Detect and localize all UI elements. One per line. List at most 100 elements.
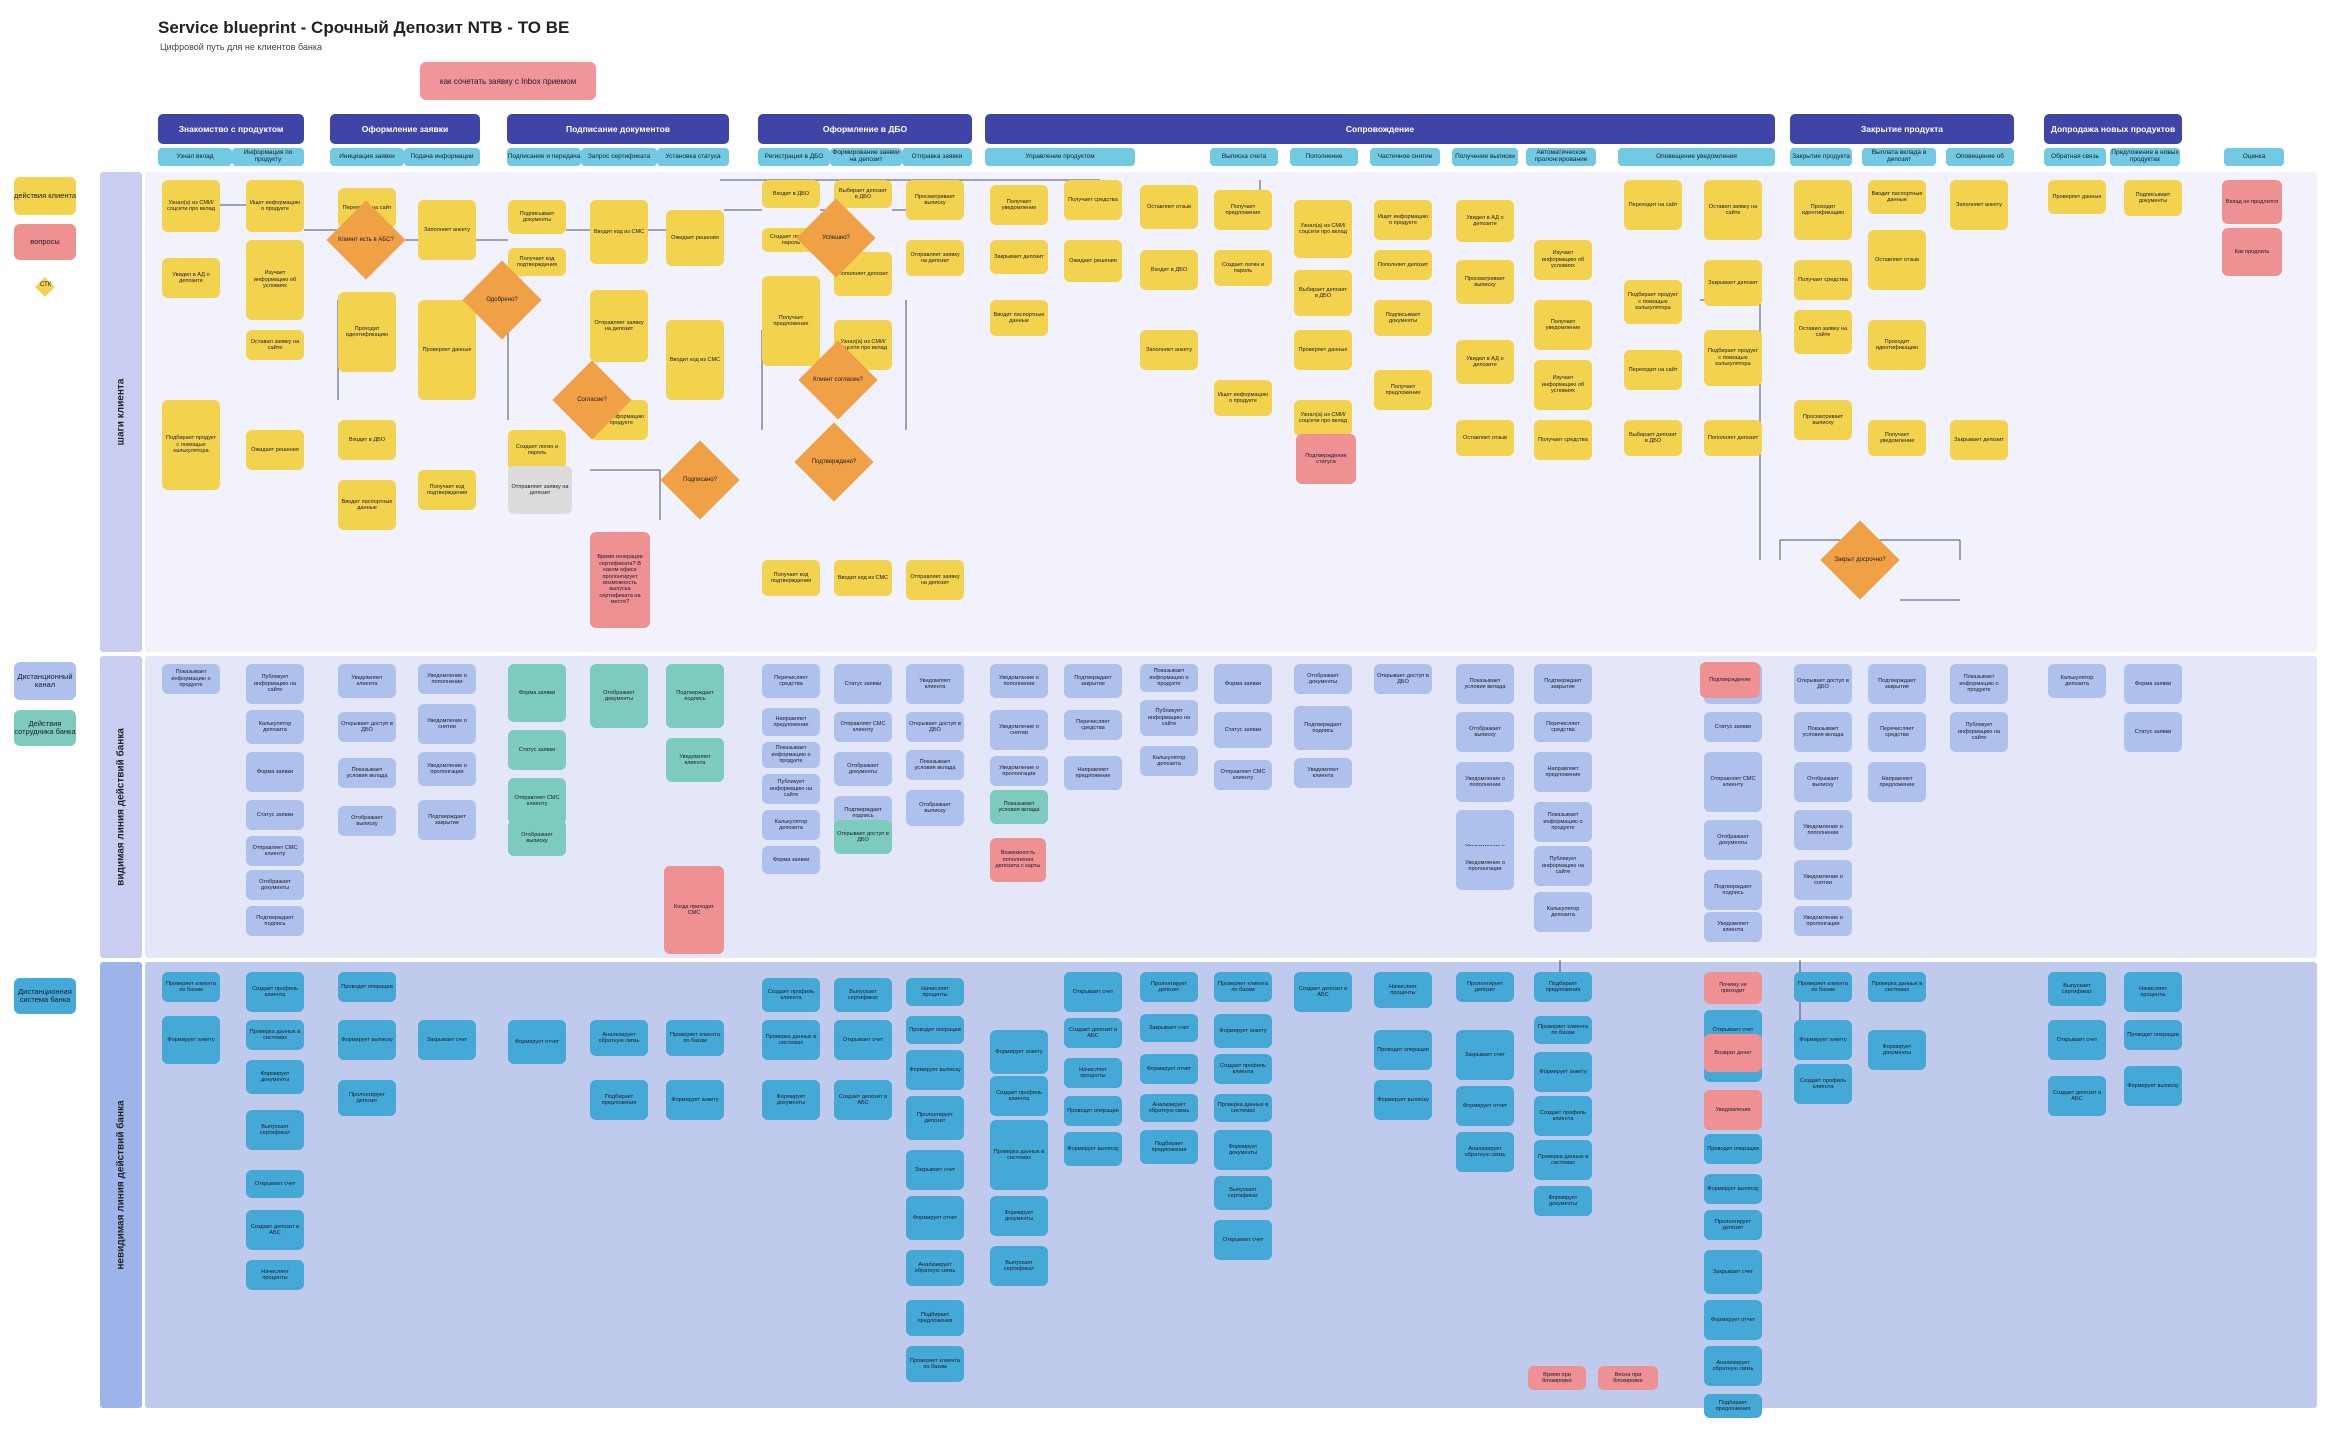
employee-action-card: Отправляет СМС клиенту <box>508 778 566 824</box>
backstage-action-card: Начисляет проценты <box>246 1260 304 1290</box>
visible-action-card: Показывает условия вклада <box>906 750 964 780</box>
client-step-card: Проверяет данные <box>1294 330 1352 370</box>
lane-label-invisible: невидимая линия действий банка <box>100 962 142 1408</box>
visible-action-card: Подтверждает подпись <box>246 906 304 936</box>
client-step-card: Проверяет данные <box>418 300 476 400</box>
backstage-action-card: Анализирует обратную связь <box>590 1020 648 1056</box>
backstage-action-card: Формирует анкету <box>666 1080 724 1120</box>
decision-label: Успешно? <box>822 234 850 241</box>
backstage-action-card: Проводит операции <box>2124 1020 2182 1050</box>
decision-label: Клиент согласен? <box>813 376 863 383</box>
decision-label: Подтверждено? <box>811 458 857 465</box>
backstage-action-card: Пролонгирует депозит <box>906 1096 964 1140</box>
visible-action-card: Отправляет СМС клиенту <box>834 712 892 742</box>
backstage-action-card: Закрывает счет <box>1704 1250 1762 1294</box>
client-step-card: Проверяет данные <box>2048 180 2106 214</box>
legend-client-action: действия клиента <box>14 177 76 215</box>
visible-action-card: Уведомляет клиента <box>1704 912 1762 942</box>
backstage-action-card: Формирует документы <box>246 1060 304 1094</box>
backstage-action-card: Пролонгирует депозит <box>1704 1210 1762 1240</box>
backstage-action-card: Выпускает сертификат <box>2048 972 2106 1006</box>
phase-application: Оформление заявки <box>330 114 480 144</box>
visible-action-card: Уведомляет клиента <box>1294 758 1352 788</box>
backstage-action-card: Проверяет клиента по базам <box>1794 972 1852 1002</box>
question-card: Время при блокировке <box>1528 1366 1586 1390</box>
client-step-card: Ищет информацию о продукте <box>1214 380 1272 416</box>
legend-digital: Дистанционный канал <box>14 662 76 700</box>
employee-action-card: Форма заявки <box>508 664 566 722</box>
employee-action-card: Отображает документы <box>590 664 648 728</box>
subphase-17: Закрытие продукта <box>1790 148 1852 166</box>
subphase-7: Регистрация в ДБО <box>758 148 830 166</box>
backstage-action-card: Формирует отчет <box>1140 1054 1198 1084</box>
client-step-card: Получает код подтверждения <box>508 248 566 276</box>
client-step-card: Входит в ДБО <box>1140 250 1198 290</box>
backstage-action-card: Открывает счет <box>246 1170 304 1198</box>
visible-action-card: Отображает документы <box>1294 664 1352 694</box>
client-step-card: Выбирает депозит в ДБО <box>1624 420 1682 456</box>
client-step-card: Оставляет отзыв <box>1140 185 1198 229</box>
backstage-action-card: Закрывает счет <box>418 1020 476 1060</box>
client-step-card: Входит в ДБО <box>762 180 820 208</box>
visible-action-card: Направляет предложение <box>1064 756 1122 790</box>
subphase-4: Подписание и передача <box>507 148 581 166</box>
backstage-action-card: Формирует отчет <box>508 1020 566 1064</box>
question-card: Подтверждение статуса <box>1296 434 1356 484</box>
backstage-action-card: Пролонгирует депозит <box>1456 972 1514 1002</box>
client-step-card: Вводит паспортные данные <box>990 300 1048 336</box>
backstage-action-card: Формирует анкету <box>1534 1052 1592 1092</box>
backstage-action-card: Проводит операции <box>1704 1134 1762 1164</box>
client-step-card: Закрывает депозит <box>990 240 1048 274</box>
subphase-22: Оценка <box>2224 148 2284 166</box>
backstage-action-card: Формирует выписку <box>2124 1066 2182 1106</box>
backstage-action-card: Закрывает счет <box>906 1150 964 1190</box>
visible-action-card: Уведомление о снятии <box>418 704 476 744</box>
subphase-9: Отправка заявки <box>902 148 972 166</box>
backstage-action-card: Подбирает предложения <box>1534 972 1592 1002</box>
visible-action-card: Калькулятор депозита <box>2048 664 2106 698</box>
backstage-action-card: Проводит операции <box>906 1016 964 1044</box>
backstage-action-card: Создает профиль клиента <box>1794 1064 1852 1104</box>
backstage-action-card: Подбирает предложения <box>1140 1130 1198 1164</box>
backstage-action-card: Создает депозит в АБС <box>1064 1018 1122 1048</box>
backstage-action-card: Проверяет клиента по базам <box>1214 972 1272 1002</box>
visible-action-card: Подтверждает закрытие <box>1868 664 1926 704</box>
visible-action-card: Подтверждает закрытие <box>418 800 476 840</box>
visible-action-card: Отображает документы <box>1704 820 1762 860</box>
question-card: Когда приходит СМС <box>664 866 724 954</box>
client-step-card: Получает предложение <box>1374 370 1432 410</box>
visible-action-card: Направляет предложение <box>762 708 820 736</box>
client-step-card: Заполняет анкету <box>1950 180 2008 230</box>
client-step-card: Пополняет депозит <box>1374 250 1432 280</box>
visible-action-card: Перечисляет средства <box>1534 712 1592 742</box>
client-step-card: Проходит идентификацию <box>338 292 396 372</box>
backstage-action-card: Проводит операции <box>1064 1096 1122 1126</box>
client-step-card: Получает уведомление <box>1868 420 1926 456</box>
client-step-card: Подписывает документы <box>2124 180 2182 216</box>
subphase-3: Подача информации <box>404 148 480 166</box>
client-step-card: Увидел в АД о депозите <box>1456 200 1514 242</box>
visible-action-card: Уведомление о снятии <box>990 710 1048 750</box>
visible-action-card: Показывает информацию о продукте <box>1950 664 2008 704</box>
backstage-action-card: Анализирует обратную связь <box>1704 1346 1762 1386</box>
backstage-action-card: Формирует документы <box>762 1080 820 1120</box>
visible-action-card: Калькулятор депозита <box>762 810 820 840</box>
backstage-action-card: Подбирает предложения <box>1704 1394 1762 1418</box>
client-step-card: Вводит код из СМС <box>666 320 724 400</box>
visible-action-card: Отображает выписку <box>906 790 964 826</box>
employee-action-card: Показывает условия вклада <box>990 790 1048 824</box>
backstage-action-card: Начисляет проценты <box>2124 972 2182 1012</box>
backstage-action-card: Формирует документы <box>1868 1030 1926 1070</box>
decision-label: Закрыт досрочно? <box>1834 556 1886 563</box>
client-step-card: Изучает информацию об условиях <box>1534 240 1592 280</box>
employee-action-card: Статус заявки <box>508 730 566 770</box>
subphase-8: Формирование заявки на депозит <box>830 148 902 166</box>
visible-action-card: Уведомление о пополнении <box>990 664 1048 698</box>
phase-dbo: Оформление в ДБО <box>758 114 972 144</box>
visible-action-card: Публикует информацию на сайте <box>246 664 304 704</box>
visible-action-card: Отображает выписку <box>1794 762 1852 802</box>
note-card: Отправляет заявку на депозит <box>508 466 572 514</box>
backstage-action-card: Выпускает сертификат <box>246 1110 304 1150</box>
client-step-card: Создает логин и пароль <box>508 430 566 470</box>
